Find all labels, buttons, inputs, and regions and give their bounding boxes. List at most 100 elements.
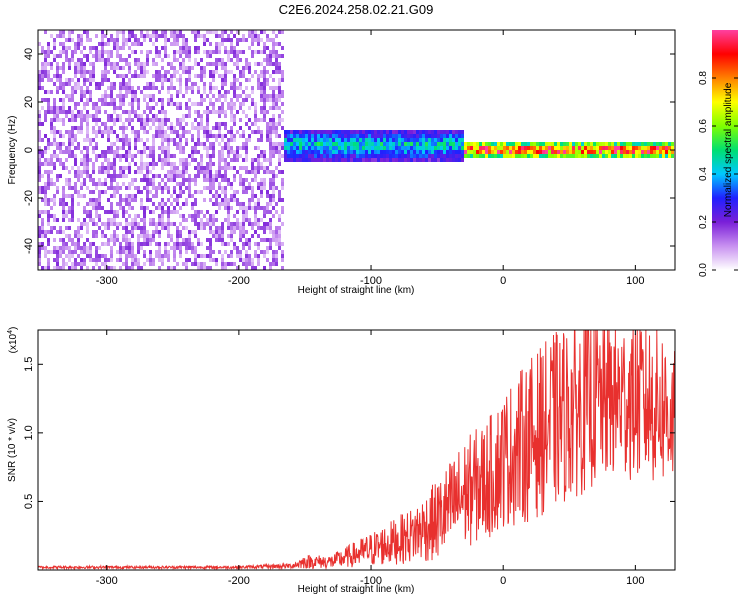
heatmap-cell bbox=[38, 174, 41, 178]
heatmap-cell bbox=[224, 142, 227, 146]
heatmap-cell bbox=[152, 166, 155, 170]
heatmap-cell bbox=[44, 266, 47, 270]
heatmap-cell bbox=[149, 170, 152, 174]
heatmap-cell bbox=[254, 130, 257, 134]
heatmap-cell bbox=[230, 222, 233, 226]
heatmap-cell bbox=[377, 138, 380, 142]
heatmap-cell bbox=[365, 154, 368, 158]
heatmap-cell bbox=[272, 114, 275, 118]
heatmap-cell bbox=[68, 118, 71, 122]
heatmap-cell bbox=[188, 246, 191, 250]
heatmap-cell bbox=[50, 162, 53, 166]
heatmap-cell bbox=[188, 66, 191, 70]
heatmap-cell bbox=[80, 98, 83, 102]
heatmap-cell bbox=[170, 30, 173, 34]
heatmap-cell bbox=[323, 134, 326, 138]
heatmap-cell bbox=[230, 150, 233, 154]
heatmap-cell bbox=[221, 154, 224, 158]
heatmap-cell bbox=[173, 58, 176, 62]
heatmap-cell bbox=[158, 258, 161, 262]
heatmap-cell bbox=[188, 114, 191, 118]
heatmap-cell bbox=[53, 202, 56, 206]
heatmap-cell bbox=[425, 138, 428, 142]
heatmap-cell bbox=[263, 158, 266, 162]
heatmap-cell bbox=[359, 142, 362, 146]
heatmap-cell bbox=[413, 150, 416, 154]
heatmap-cell bbox=[122, 198, 125, 202]
heatmap-cell bbox=[110, 102, 113, 106]
heatmap-cell bbox=[191, 158, 194, 162]
heatmap-cell bbox=[230, 102, 233, 106]
heatmap-cell bbox=[122, 122, 125, 126]
heatmap-cell bbox=[227, 70, 230, 74]
heatmap-cell bbox=[629, 142, 632, 146]
heatmap-cell bbox=[101, 74, 104, 78]
heatmap-cell bbox=[41, 226, 44, 230]
heatmap-cell bbox=[68, 154, 71, 158]
heatmap-cell bbox=[101, 234, 104, 238]
heatmap-cell bbox=[167, 242, 170, 246]
heatmap-cell bbox=[413, 138, 416, 142]
heatmap-cell bbox=[227, 58, 230, 62]
heatmap-cell bbox=[449, 142, 452, 146]
heatmap-cell bbox=[380, 146, 383, 150]
heatmap-cell bbox=[191, 82, 194, 86]
heatmap-cell bbox=[320, 158, 323, 162]
heatmap-cell bbox=[566, 142, 569, 146]
heatmap-cell bbox=[224, 178, 227, 182]
heatmap-cell bbox=[116, 134, 119, 138]
heatmap-cell bbox=[278, 78, 281, 82]
heatmap-cell bbox=[188, 130, 191, 134]
heatmap-cell bbox=[164, 138, 167, 142]
heatmap-cell bbox=[476, 154, 479, 158]
heatmap-cell bbox=[614, 146, 617, 150]
heatmap-cell bbox=[128, 62, 131, 66]
heatmap-cell bbox=[560, 142, 563, 146]
heatmap-cell bbox=[425, 150, 428, 154]
heatmap-cell bbox=[146, 230, 149, 234]
heatmap-cell bbox=[614, 142, 617, 146]
heatmap-cell bbox=[275, 102, 278, 106]
heatmap-cell bbox=[110, 90, 113, 94]
heatmap-cell bbox=[212, 106, 215, 110]
heatmap-cell bbox=[596, 146, 599, 150]
heatmap-cell bbox=[668, 150, 671, 154]
heatmap-cell bbox=[92, 178, 95, 182]
heatmap-cell bbox=[140, 206, 143, 210]
heatmap-cell bbox=[218, 194, 221, 198]
heatmap-cell bbox=[137, 98, 140, 102]
heatmap-cell bbox=[86, 38, 89, 42]
heatmap-cell bbox=[353, 150, 356, 154]
heatmap-cell bbox=[122, 66, 125, 70]
heatmap-cell bbox=[41, 86, 44, 90]
heatmap-cell bbox=[341, 150, 344, 154]
heatmap-cell bbox=[125, 138, 128, 142]
heatmap-cell bbox=[401, 138, 404, 142]
heatmap-cell bbox=[344, 150, 347, 154]
heatmap-cell bbox=[164, 186, 167, 190]
heatmap-cell bbox=[179, 86, 182, 90]
heatmap-cell bbox=[158, 218, 161, 222]
heatmap-cell bbox=[254, 178, 257, 182]
heatmap-cell bbox=[170, 82, 173, 86]
heatmap-cell bbox=[377, 130, 380, 134]
heatmap-cell bbox=[278, 86, 281, 90]
heatmap-cell bbox=[134, 142, 137, 146]
heatmap-cell bbox=[530, 142, 533, 146]
heatmap-cell bbox=[644, 154, 647, 158]
heatmap-cell bbox=[56, 74, 59, 78]
heatmap-cell bbox=[188, 178, 191, 182]
heatmap-cell bbox=[68, 258, 71, 262]
heatmap-cell bbox=[95, 130, 98, 134]
heatmap-cell bbox=[260, 98, 263, 102]
heatmap-cell bbox=[101, 34, 104, 38]
heatmap-cell bbox=[230, 194, 233, 198]
heatmap-cell bbox=[290, 134, 293, 138]
heatmap-cell bbox=[104, 66, 107, 70]
heatmap-cell bbox=[248, 246, 251, 250]
heatmap-cell bbox=[140, 74, 143, 78]
heatmap-cell bbox=[56, 54, 59, 58]
heatmap-cell bbox=[185, 202, 188, 206]
heatmap-cell bbox=[209, 258, 212, 262]
heatmap-cell bbox=[191, 90, 194, 94]
